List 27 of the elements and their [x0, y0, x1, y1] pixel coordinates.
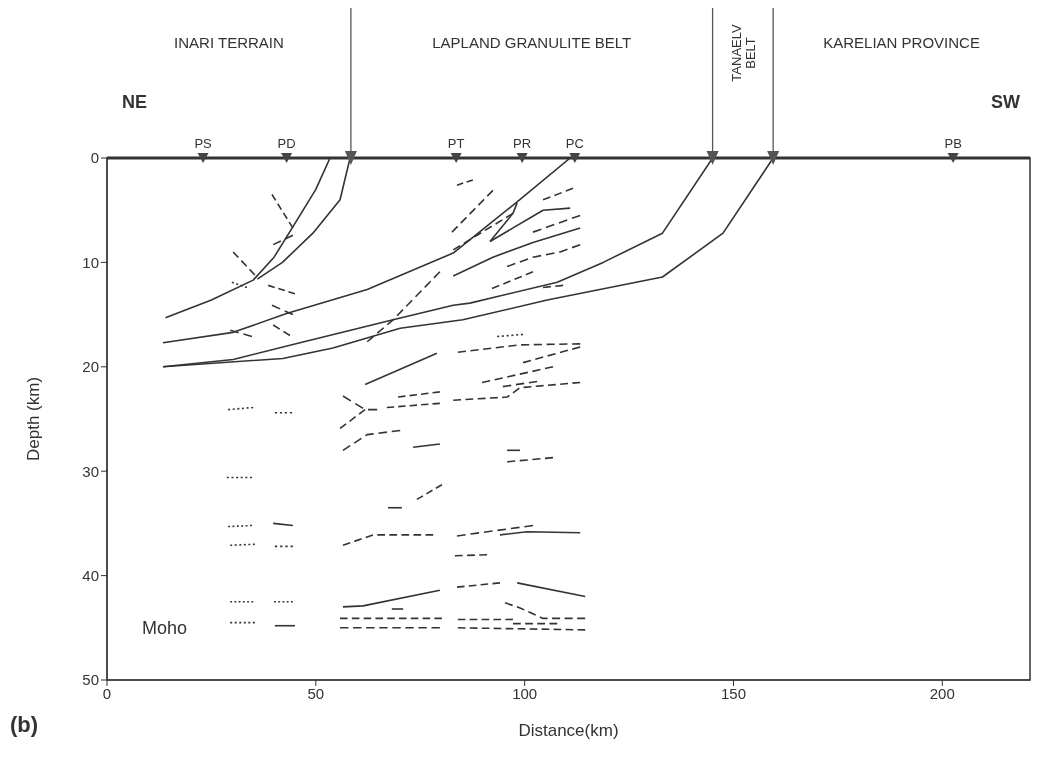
x-tick-label: 150 [720, 684, 746, 702]
y-tick-label: 10 [82, 253, 99, 271]
x-tick-label: 0 [102, 684, 112, 702]
x-tick-label: 50 [307, 684, 325, 702]
y-axis-title: Depth (km) [24, 376, 44, 462]
y-tick-label: 20 [82, 358, 99, 376]
data-label: PS [194, 136, 213, 151]
y-tick-label: 30 [82, 462, 99, 480]
text: TANAELV BELT [728, 24, 758, 82]
text: (b) [10, 712, 39, 737]
text: KARELIAN PROVINCE [823, 34, 980, 51]
data-label: PC [565, 136, 584, 151]
data-label: PB [944, 136, 962, 151]
data-label: PD [277, 136, 296, 151]
data-label: PR [513, 136, 532, 151]
x-tick-label: 100 [512, 684, 538, 702]
annotation: Moho [142, 617, 188, 638]
text: LAPLAND GRANULITE BELT [432, 34, 632, 51]
y-tick-label: 0 [90, 149, 99, 167]
x-tick-label: 200 [929, 684, 955, 702]
y-tick-label: 50 [82, 671, 99, 689]
text: INARI TERRAIN [174, 34, 284, 51]
text: SW [991, 92, 1021, 112]
data-label: PT [447, 136, 465, 151]
x-axis-title: Distance(km) [518, 721, 619, 741]
y-tick-label: 40 [82, 566, 99, 584]
text: NE [122, 92, 148, 112]
